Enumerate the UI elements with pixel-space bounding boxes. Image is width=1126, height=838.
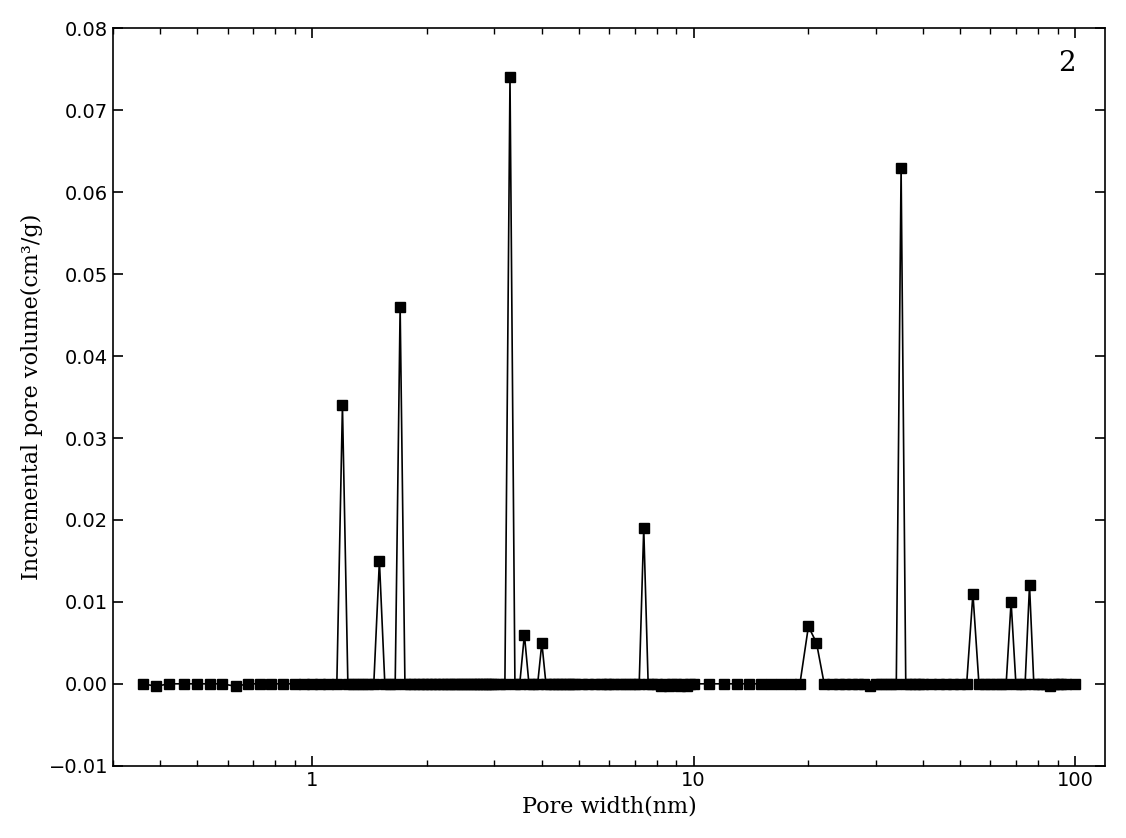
Y-axis label: Incremental pore volume(cm³/g): Incremental pore volume(cm³/g) xyxy=(21,214,43,580)
X-axis label: Pore width(nm): Pore width(nm) xyxy=(521,795,696,817)
Text: 2: 2 xyxy=(1057,50,1075,77)
